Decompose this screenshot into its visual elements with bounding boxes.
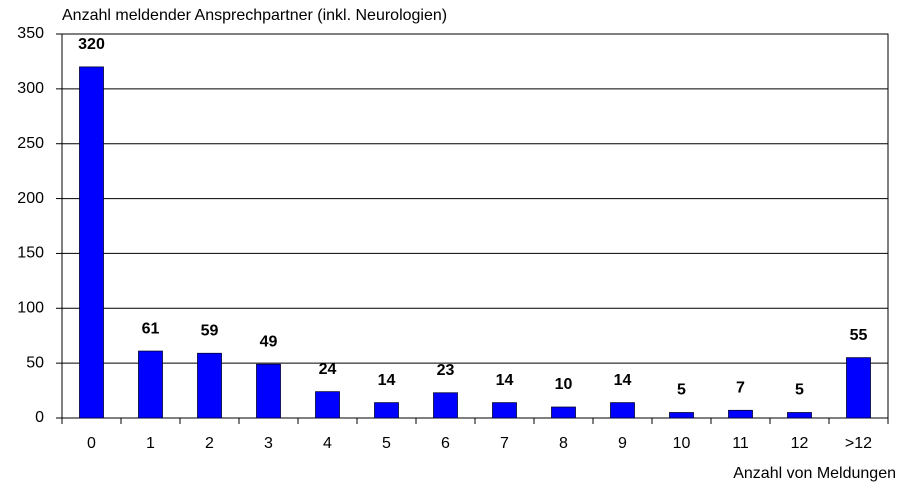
x-tick-label: 11 <box>732 435 749 452</box>
x-tick-label: >12 <box>845 435 872 452</box>
bar <box>492 402 517 419</box>
bar <box>846 357 871 419</box>
plot-frame <box>61 33 889 419</box>
bar <box>610 402 635 419</box>
x-tick-label: 6 <box>441 435 450 452</box>
x-tick-label: 0 <box>87 435 96 452</box>
value-label: 24 <box>319 361 337 378</box>
x-axis-title: Anzahl von Meldungen <box>733 465 896 482</box>
x-tick-label: 8 <box>559 435 568 452</box>
value-label: 55 <box>850 327 868 344</box>
bar <box>374 402 399 419</box>
bar <box>728 409 753 419</box>
value-label: 320 <box>78 36 105 53</box>
bar <box>669 412 694 419</box>
y-tick-label: 150 <box>17 245 44 262</box>
x-tick-label: 12 <box>791 435 809 452</box>
bar <box>256 363 281 419</box>
value-label: 23 <box>437 362 455 379</box>
value-label: 14 <box>614 372 632 389</box>
y-tick-label: 250 <box>17 135 44 152</box>
value-label: 10 <box>555 376 573 393</box>
value-label: 49 <box>260 333 278 350</box>
value-label: 14 <box>378 372 396 389</box>
x-tick-label: 9 <box>618 435 627 452</box>
y-axis-title: Anzahl meldender Ansprechpartner (inkl. … <box>62 7 447 24</box>
bar <box>315 391 340 419</box>
x-tick-label: 10 <box>673 435 691 452</box>
value-label: 5 <box>677 382 686 399</box>
x-tick-label: 1 <box>146 435 155 452</box>
y-tick-label: 0 <box>35 409 44 426</box>
y-tick-label: 50 <box>26 354 44 371</box>
x-tick-label: 2 <box>205 435 214 452</box>
value-label: 7 <box>736 380 745 397</box>
y-tick-label: 200 <box>17 190 44 207</box>
value-label: 59 <box>201 322 219 339</box>
bar <box>787 412 812 419</box>
value-label: 61 <box>142 320 160 337</box>
bar <box>197 352 222 419</box>
value-label: 5 <box>795 382 804 399</box>
value-label: 14 <box>496 372 514 389</box>
bar <box>551 406 576 419</box>
bar <box>79 66 104 419</box>
x-tick-label: 5 <box>382 435 391 452</box>
x-tick-label: 7 <box>500 435 509 452</box>
x-tick-label: 4 <box>323 435 332 452</box>
y-tick-label: 100 <box>17 300 44 317</box>
bar <box>138 350 163 419</box>
y-tick-label: 300 <box>17 80 44 97</box>
bar <box>433 392 458 419</box>
x-tick-label: 3 <box>264 435 273 452</box>
y-tick-label: 350 <box>17 25 44 42</box>
